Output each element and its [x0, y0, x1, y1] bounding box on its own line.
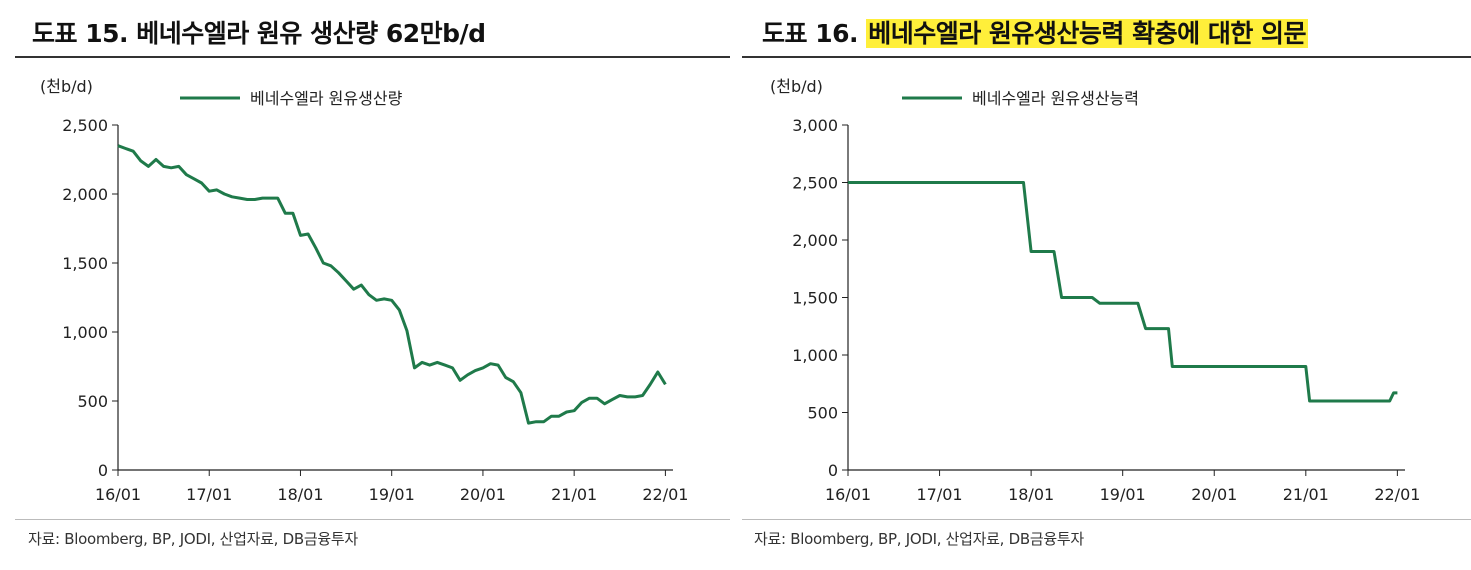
y-tick-label: 0 [828, 461, 838, 480]
series-line [117, 144, 667, 425]
y-tick-label: 2,000 [792, 231, 838, 250]
x-tick-label: 22/01 [642, 485, 688, 504]
x-tick-label: 20/01 [1191, 485, 1237, 504]
y-tick-label: 3,000 [792, 116, 838, 135]
x-tick-label: 22/01 [1374, 485, 1420, 504]
x-tick-label: 21/01 [1283, 485, 1329, 504]
y-tick-label: 500 [77, 392, 108, 411]
chart-panel-right: 도표 16. 베네수엘라 원유생산능력 확충에 대한 의문 (천b/d) 0 500… [742, 0, 1471, 570]
y-tick-label: 1,000 [62, 323, 108, 342]
source-divider [15, 519, 730, 520]
x-tick-label: 16/01 [825, 485, 871, 504]
x-tick-label: 18/01 [277, 485, 323, 504]
y-tick-label: 500 [807, 404, 838, 423]
chart-title-prefix: 도표 15. [32, 19, 129, 48]
series-line [848, 181, 1398, 403]
source-divider [742, 519, 1471, 520]
legend-label: 베네수엘라 원유생산능력 [972, 89, 1139, 108]
y-tick-label: 0 [98, 461, 108, 480]
x-tick-label: 18/01 [1008, 485, 1054, 504]
x-tick-label: 17/01 [186, 485, 232, 504]
title-divider [742, 56, 1471, 58]
chart-title-main: 베네수엘라 원유 생산량 62만b/d [136, 19, 486, 48]
y-tick-label: 1,000 [792, 346, 838, 365]
title-divider [15, 56, 730, 58]
y-tick-label: 2,000 [62, 185, 108, 204]
chart-title: 도표 16. 베네수엘라 원유생산능력 확충에 대한 의문 [762, 14, 1309, 50]
x-tick-label: 16/01 [95, 485, 141, 504]
y-tick-label: 2,500 [62, 116, 108, 135]
y-unit-label: (천b/d) [770, 77, 823, 96]
chart-svg: (천b/d) 0 500 1,000 1,500 2,000 2,500 3,000 16/01… [770, 77, 1420, 504]
chart-svg: (천b/d) 0 500 1,000 1,500 2,000 2,500 16/01 17/01… [40, 77, 688, 504]
chart-title: 도표 15. 베네수엘라 원유 생산량 62만b/d [32, 14, 486, 50]
legend-label: 베네수엘라 원유생산량 [250, 89, 403, 108]
x-tick-label: 21/01 [551, 485, 597, 504]
chart-panel-left: 도표 15. 베네수엘라 원유 생산량 62만b/d (천b/d) 0 500 1,0… [0, 0, 730, 570]
y-tick-label: 1,500 [792, 289, 838, 308]
y-unit-label: (천b/d) [40, 77, 93, 96]
x-tick-label: 19/01 [369, 485, 415, 504]
chart-title-prefix: 도표 16. [762, 19, 859, 48]
source-note: 자료: Bloomberg, BP, JODI, 산업자료, DB금융투자 [754, 530, 1084, 548]
chart-title-main: 베네수엘라 원유생산능력 확충에 대한 의문 [866, 19, 1309, 48]
x-tick-label: 17/01 [917, 485, 963, 504]
y-tick-label: 2,500 [792, 174, 838, 193]
x-tick-label: 20/01 [460, 485, 506, 504]
y-tick-label: 1,500 [62, 254, 108, 273]
x-tick-label: 19/01 [1100, 485, 1146, 504]
source-note: 자료: Bloomberg, BP, JODI, 산업자료, DB금융투자 [28, 530, 358, 548]
